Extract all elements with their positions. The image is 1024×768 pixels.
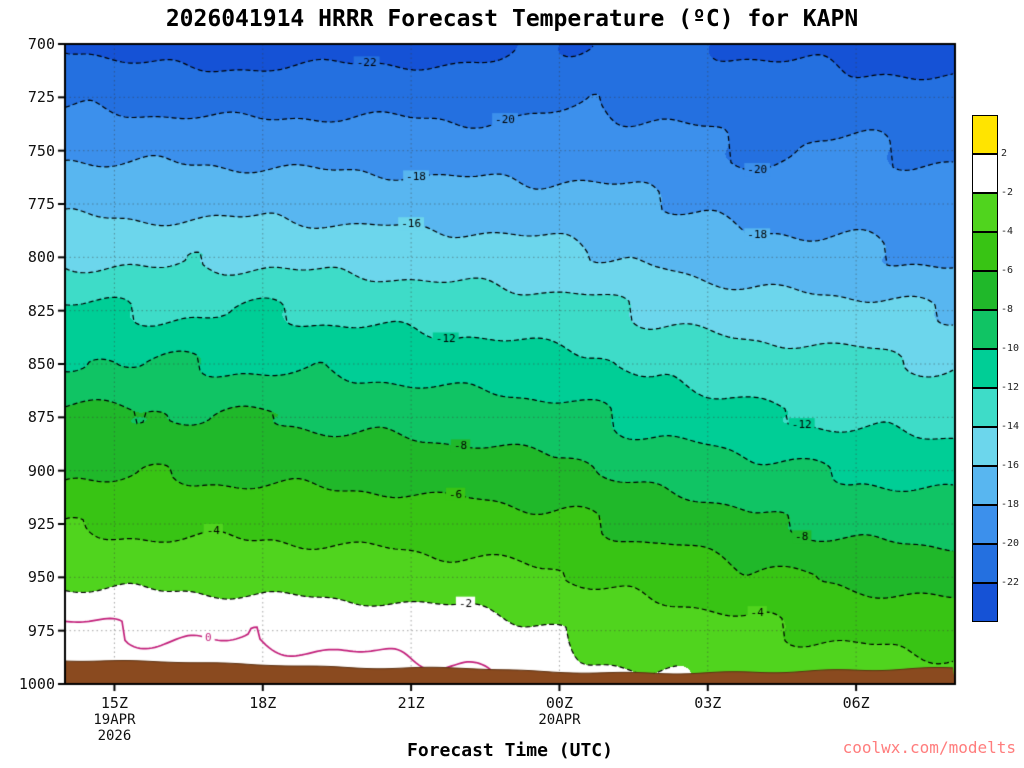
date-label: 19APR [93,712,136,728]
colorbar-tick-label: -14 [1001,421,1020,432]
x-axis-title: Forecast Time (UTC) [407,740,613,761]
colorbar-tick-label: -6 [1001,265,1014,276]
colorbar-tick-label: -10 [1001,343,1020,354]
pressure-tick-label: 800 [27,248,55,267]
time-tick-label: 06Z [842,694,870,712]
colorbar-tick-label: -4 [1001,226,1014,237]
date-label: 20APR [538,712,581,728]
colorbar-swatch [972,544,998,583]
chart-title: 2026041914 HRRR Forecast Temperature (ºC… [165,6,859,32]
pressure-tick-label: 775 [27,195,55,213]
colorbar-swatch [972,505,998,544]
date-label: 2026 [97,728,132,744]
time-tick-label: 00Z [545,694,573,712]
colorbar-swatch [972,349,998,388]
pressure-tick-label: 950 [27,568,55,587]
colorbar-tick-label: -18 [1001,499,1020,510]
colorbar-swatch [972,232,998,271]
colorbar-tick-label: -2 [1001,187,1014,198]
colorbar-swatch [972,466,998,505]
colorbar-tick-label: 2 [1001,148,1008,159]
time-tick-label: 18Z [249,694,277,712]
time-tick-label: 15Z [100,694,128,712]
time-tick-label: 03Z [694,694,722,712]
colorbar-swatch [972,388,998,427]
pressure-tick-label: 925 [27,515,55,533]
colorbar-tick-label: -16 [1001,460,1020,471]
colorbar-tick-label: -8 [1001,304,1014,315]
pressure-tick-label: 725 [27,88,55,107]
pressure-tick-label: 1000 [18,675,55,693]
colorbar-tick-label: -20 [1001,538,1020,549]
pressure-tick-label: 700 [27,35,55,53]
pressure-tick-label: 875 [27,408,55,427]
colorbar-swatch [972,115,998,154]
colorbar-tick-label: -22 [1001,577,1020,588]
colorbar-tick-label: -12 [1001,382,1020,393]
pressure-tick-label: 850 [27,355,55,373]
colorbar-swatch [972,193,998,232]
pressure-tick-label: 900 [27,461,55,480]
colorbar-swatch [972,427,998,466]
credit-link[interactable]: coolwx.com/modelts [842,738,1016,757]
colorbar-swatch [972,154,998,193]
colorbar-swatch [972,271,998,310]
pressure-tick-label: 975 [27,621,55,640]
time-tick-label: 21Z [397,694,425,712]
colorbar-swatch [972,583,998,622]
colorbar-swatch [972,310,998,349]
pressure-tick-label: 825 [27,301,55,320]
pressure-tick-label: 750 [27,141,55,160]
